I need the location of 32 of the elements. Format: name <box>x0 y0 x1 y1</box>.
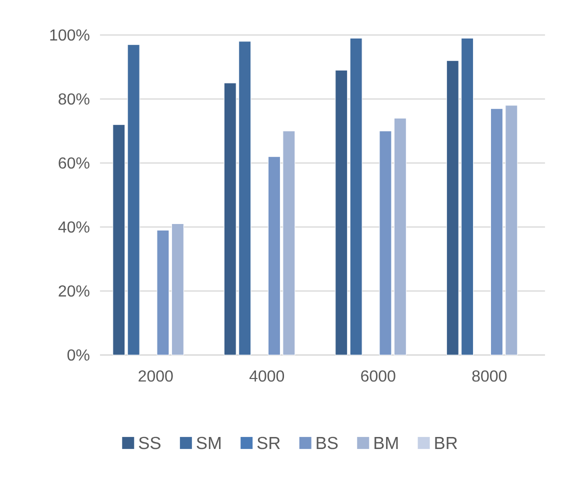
bar <box>127 44 140 356</box>
x-tick-label: 4000 <box>249 370 284 382</box>
x-tick-label: 6000 <box>361 370 396 382</box>
y-tick-label: 0% <box>67 349 90 361</box>
y-tick-label: 60% <box>58 157 90 169</box>
legend-label: BR <box>435 437 458 449</box>
legend-label: SR <box>257 436 280 450</box>
bar <box>171 224 184 356</box>
y-tick-label: 40% <box>58 221 90 233</box>
bar <box>379 130 392 356</box>
bar <box>446 60 459 356</box>
bar <box>394 118 406 356</box>
bar <box>112 124 126 356</box>
legend-label: SS <box>138 436 160 450</box>
bar <box>350 38 362 356</box>
bar <box>505 105 518 356</box>
bar <box>268 156 280 356</box>
legend-label: SM <box>196 436 221 450</box>
legend-label: BM <box>374 437 398 449</box>
bar <box>282 130 296 356</box>
x-tick-label: 2000 <box>138 370 173 382</box>
bar <box>490 108 503 356</box>
bar <box>238 41 252 356</box>
bar <box>224 82 236 356</box>
bar <box>335 70 348 356</box>
bar <box>461 38 474 356</box>
legend-label: BS <box>316 436 338 450</box>
x-tick-label: 8000 <box>472 370 507 382</box>
y-tick-label: 20% <box>58 285 90 297</box>
y-tick-label: 80% <box>58 93 90 105</box>
bar <box>156 230 170 356</box>
y-tick-label: 100% <box>50 29 90 41</box>
